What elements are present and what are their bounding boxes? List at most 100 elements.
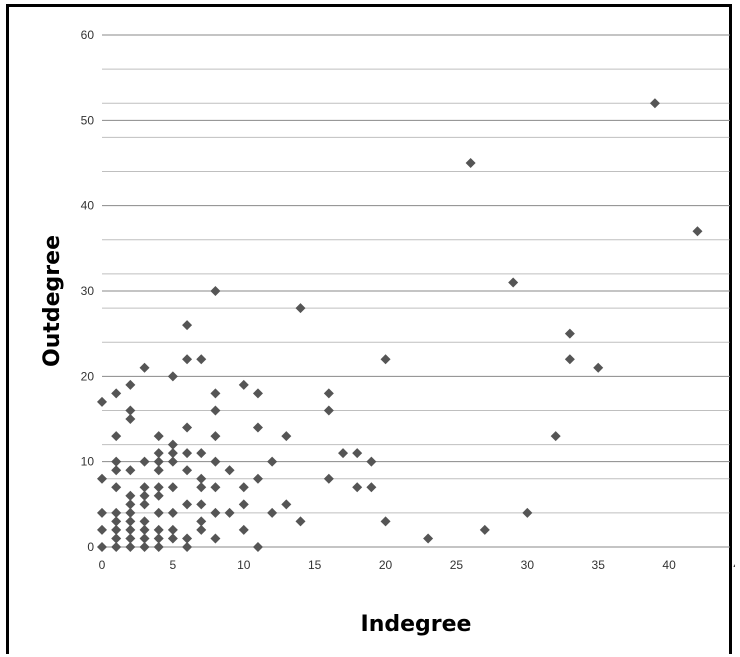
- data-point: [210, 388, 221, 399]
- data-point: [323, 388, 334, 399]
- data-point: [153, 448, 164, 459]
- data-point: [196, 482, 207, 493]
- x-tick-labels: 0 5 10 15 20 25 30 35 40 45: [99, 558, 735, 572]
- data-point: [338, 448, 349, 459]
- data-point: [196, 473, 207, 484]
- data-point: [125, 379, 136, 390]
- data-point: [479, 524, 490, 535]
- x-tick-label: 35: [592, 558, 606, 572]
- data-point: [111, 456, 122, 467]
- x-tick-label: 20: [379, 558, 393, 572]
- data-point: [210, 431, 221, 442]
- data-point: [323, 405, 334, 416]
- data-point: [281, 499, 292, 510]
- data-point: [125, 405, 136, 416]
- data-point: [167, 456, 178, 467]
- data-point: [97, 507, 107, 518]
- data-point: [238, 379, 249, 390]
- data-point: [97, 524, 107, 535]
- x-tick-label: 45: [733, 558, 735, 572]
- y-tick-label: 10: [81, 455, 95, 469]
- y-tick-label: 30: [81, 284, 95, 298]
- data-point: [281, 431, 292, 442]
- scatter-chart: 0 10 20 30 40 50 60 0 5 10 15 20 25 30 35 40 45 Indegre…: [40, 28, 735, 637]
- data-point: [139, 362, 150, 373]
- x-axis-title: Indegree: [361, 612, 472, 637]
- data-point: [167, 448, 178, 459]
- data-point: [111, 542, 122, 552]
- x-tick-label: 30: [521, 558, 535, 572]
- data-point: [153, 465, 164, 476]
- data-point: [153, 507, 164, 518]
- data-point: [295, 516, 306, 527]
- data-point: [139, 516, 150, 527]
- data-point: [352, 482, 363, 493]
- data-point: [692, 226, 703, 237]
- data-point: [139, 524, 150, 535]
- data-points: [97, 98, 703, 552]
- data-point: [238, 482, 249, 493]
- data-point: [649, 98, 660, 109]
- data-point: [125, 516, 136, 527]
- gridlines: [102, 34, 730, 548]
- data-point: [153, 490, 164, 501]
- data-point: [153, 431, 164, 442]
- data-point: [238, 499, 249, 510]
- data-point: [139, 533, 150, 544]
- data-point: [153, 542, 164, 552]
- data-point: [352, 448, 363, 459]
- data-point: [125, 524, 136, 535]
- data-point: [224, 507, 235, 518]
- data-point: [210, 456, 221, 467]
- data-point: [196, 448, 207, 459]
- data-point: [196, 499, 207, 510]
- x-tick-label: 0: [99, 558, 106, 572]
- data-point: [210, 405, 221, 416]
- data-point: [167, 507, 178, 518]
- data-point: [380, 354, 391, 365]
- data-point: [139, 490, 150, 501]
- data-point: [423, 533, 434, 544]
- x-tick-label: 40: [662, 558, 676, 572]
- data-point: [153, 456, 164, 467]
- data-point: [139, 499, 150, 510]
- data-point: [252, 542, 263, 552]
- data-point: [153, 482, 164, 493]
- data-point: [522, 507, 533, 518]
- data-point: [196, 516, 207, 527]
- x-tick-label: 25: [450, 558, 464, 572]
- y-tick-label: 20: [81, 369, 95, 383]
- data-point: [97, 542, 107, 552]
- data-point: [182, 499, 193, 510]
- data-point: [182, 354, 193, 365]
- data-point: [182, 320, 193, 331]
- y-tick-label: 0: [87, 540, 94, 554]
- data-point: [550, 431, 561, 442]
- data-point: [210, 507, 221, 518]
- data-point: [125, 499, 136, 510]
- data-point: [125, 507, 136, 518]
- data-point: [167, 439, 178, 450]
- data-point: [111, 533, 122, 544]
- data-point: [97, 396, 107, 407]
- x-tick-label: 15: [308, 558, 322, 572]
- data-point: [111, 524, 122, 535]
- data-point: [125, 490, 136, 501]
- data-point: [167, 482, 178, 493]
- data-point: [238, 524, 249, 535]
- chart-frame: 0 10 20 30 40 50 60 0 5 10 15 20 25 30 35 40 45 Indegre…: [6, 4, 735, 654]
- data-point: [111, 516, 122, 527]
- data-point: [111, 465, 122, 476]
- data-point: [252, 473, 263, 484]
- data-point: [465, 158, 476, 168]
- data-point: [196, 354, 207, 365]
- y-tick-label: 40: [81, 199, 95, 213]
- data-point: [366, 456, 377, 467]
- data-point: [564, 328, 575, 339]
- data-point: [182, 533, 193, 544]
- data-point: [564, 354, 575, 365]
- data-point: [508, 277, 519, 288]
- data-point: [196, 524, 207, 535]
- data-point: [125, 465, 136, 476]
- data-point: [153, 524, 164, 535]
